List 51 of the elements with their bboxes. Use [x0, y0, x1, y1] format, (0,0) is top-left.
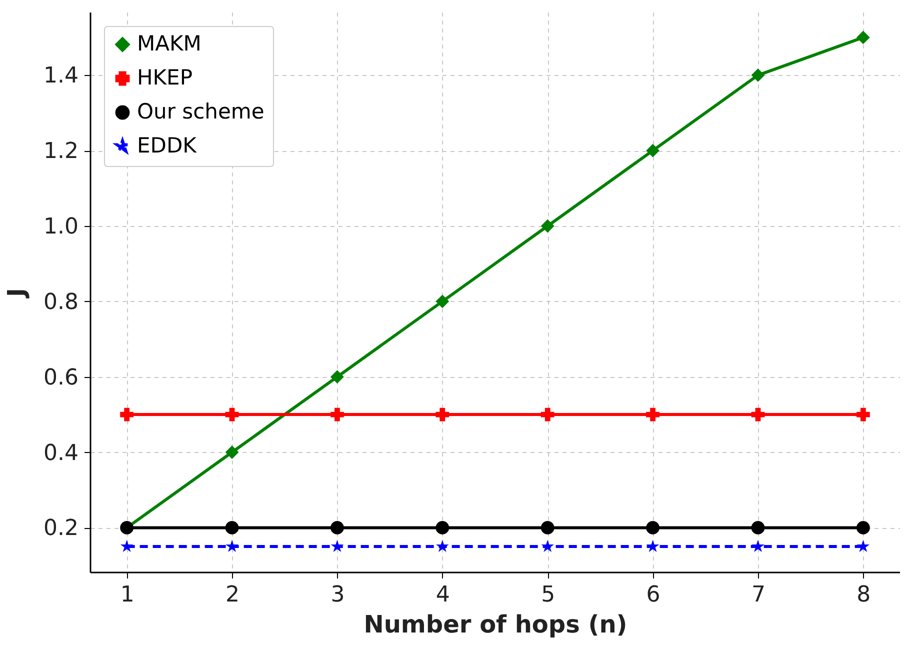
point: [330, 408, 344, 422]
point: [646, 408, 660, 422]
y-tick-label: 0.4: [44, 440, 78, 466]
legend-label: HKEP: [137, 66, 192, 90]
point: [436, 294, 450, 308]
x-tick-label: 1: [120, 582, 134, 608]
x-tick-label: 7: [751, 582, 766, 608]
point: [856, 520, 870, 534]
point: [330, 370, 344, 384]
point: [225, 408, 239, 422]
point: [856, 408, 870, 422]
legend-label: MAKM: [137, 32, 202, 56]
point: [120, 408, 134, 422]
y-tick-label: 0.8: [44, 290, 78, 315]
point: [330, 540, 344, 552]
y-tick-label: 0.6: [44, 365, 78, 390]
x-tick-label: 8: [856, 582, 871, 608]
y-tick-label: 0.2: [44, 516, 78, 542]
point: [646, 540, 660, 552]
x-tick-label: 3: [330, 582, 345, 608]
y-tick-label: 1.0: [44, 214, 78, 240]
x-tick-label: 4: [436, 582, 450, 608]
point: [120, 540, 134, 552]
point: [856, 30, 870, 44]
point: [436, 520, 450, 534]
point: [225, 446, 239, 459]
point: [646, 144, 660, 158]
x-tick-label: 5: [541, 582, 556, 608]
x-tick-label: 2: [226, 582, 240, 608]
point: [540, 520, 554, 534]
point: [540, 219, 554, 233]
point: [330, 520, 344, 534]
point: [856, 540, 870, 552]
point: [752, 540, 764, 552]
point: [226, 540, 238, 552]
x-tick-label: 6: [646, 582, 660, 608]
point: [646, 520, 660, 534]
legend-label: Our scheme: [137, 100, 264, 124]
x-axis-title: Number of hops (n): [364, 610, 628, 638]
point: [541, 540, 554, 552]
point: [436, 408, 450, 422]
point: [751, 520, 765, 534]
y-axis-title: J: [2, 288, 31, 299]
y-tick-label: 1.2: [44, 139, 78, 164]
point: [436, 540, 449, 552]
legend-label: EDDK: [137, 134, 198, 158]
y-tick-label: 1.4: [44, 64, 78, 89]
point: [540, 408, 554, 422]
point: [225, 520, 239, 534]
point: [751, 408, 765, 422]
point: [751, 68, 765, 82]
